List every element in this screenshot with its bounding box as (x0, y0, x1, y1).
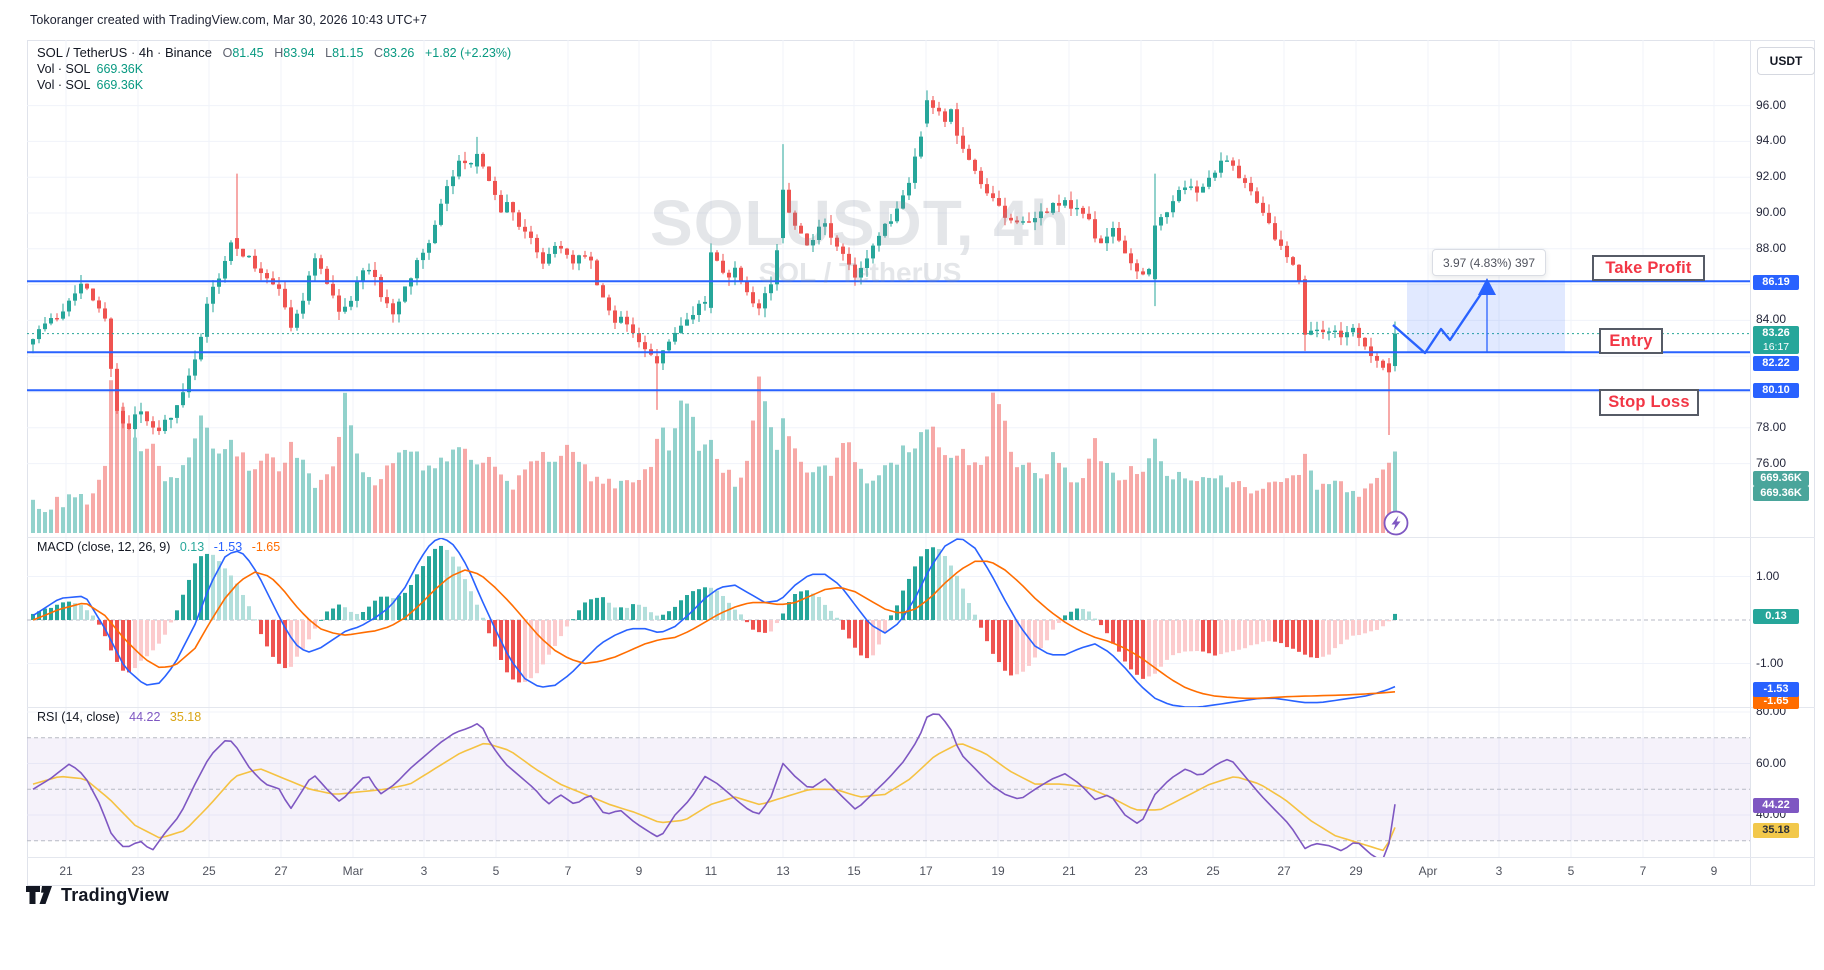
price-tick-label: 78.00 (1756, 420, 1787, 434)
rsi-title: RSI (14, close) (37, 710, 120, 724)
axis-badge: 86.19 (1753, 274, 1799, 290)
macd-pane (31, 537, 1397, 707)
rsi-pane (32, 713, 1396, 857)
axis-badge: -1.65 (1753, 693, 1799, 709)
time-tick-label: 27 (274, 864, 288, 878)
measurement-tooltip: 3.97 (4.83%) 397 (1432, 249, 1546, 276)
exchange-label: Binance (164, 45, 212, 60)
time-tick-label: 25 (1206, 864, 1220, 878)
open-key: O (222, 46, 233, 60)
legend-separator: · (130, 45, 136, 60)
macd-signal-value: -1.65 (251, 540, 281, 554)
axis-badge: 83.26 16:17 (1753, 326, 1799, 354)
high-key: H (274, 46, 284, 60)
price-tick-label: 96.00 (1756, 98, 1787, 112)
symbol-name: SOL / TetherUS (37, 45, 128, 60)
time-tick-label: 29 (1349, 864, 1363, 878)
volume-label: Vol · SOL (37, 78, 91, 92)
tradingview-logo-text: TradingView (61, 884, 169, 905)
time-tick-label: 7 (1639, 864, 1647, 878)
volume-value: 669.36K (96, 62, 144, 76)
currency-button[interactable]: USDT (1757, 47, 1815, 75)
price-tick-label: 90.00 (1756, 205, 1787, 219)
price-chart[interactable] (27, 40, 1750, 885)
axis-badge: 82.22 (1753, 355, 1799, 371)
volume-bars (31, 376, 1397, 533)
attribution-text: Tokoranger created with TradingView.com,… (30, 13, 428, 27)
axis-badge: 0.13 (1753, 608, 1799, 624)
axis-badge: 80.10 (1753, 382, 1799, 398)
grid (27, 40, 1750, 857)
interval-label[interactable]: 4h (138, 45, 154, 60)
entry-label[interactable]: Entry (1599, 328, 1663, 354)
macd-tick-label: -1.00 (1756, 656, 1784, 670)
macd-hist-value: 0.13 (179, 540, 205, 554)
macd-tick-label: 1.00 (1756, 569, 1780, 583)
time-tick-label: 3 (420, 864, 428, 878)
level-lines[interactable] (27, 280, 1750, 392)
macd-line-value: -1.53 (213, 540, 243, 554)
tradingview-logo-icon (26, 886, 52, 904)
price-tick-label: 94.00 (1756, 133, 1787, 147)
time-tick-label: 5 (492, 864, 500, 878)
time-tick-label: Apr (1418, 864, 1438, 878)
low-value: 81.15 (332, 46, 364, 60)
price-tick-label: 88.00 (1756, 241, 1787, 255)
axis-badge: 669.36K (1753, 470, 1809, 486)
time-tick-label: 9 (635, 864, 643, 878)
time-tick-label: 5 (1567, 864, 1575, 878)
macd-title: MACD (close, 12, 26, 9) (37, 540, 171, 554)
axis-separator (1750, 40, 1751, 885)
low-key: L (325, 46, 333, 60)
volume-value: 669.36K (96, 78, 144, 92)
time-tick-label: 17 (919, 864, 933, 878)
take-profit-label[interactable]: Take Profit (1592, 255, 1705, 281)
lightning-icon[interactable] (1383, 510, 1409, 536)
price-tick-label: 92.00 (1756, 169, 1787, 183)
legend-separator2: · (157, 45, 162, 60)
pane-divider-macd[interactable] (27, 537, 1815, 538)
rsi-tick-label: 60.00 (1756, 756, 1787, 770)
time-tick-label: 3 (1495, 864, 1503, 878)
high-value: 83.94 (283, 46, 315, 60)
time-tick-label: 19 (991, 864, 1005, 878)
axis-badge: -1.53 (1753, 681, 1799, 697)
macd-legend: MACD (close, 12, 26, 9) 0.13 -1.53 -1.65 (37, 540, 280, 554)
tradingview-logo[interactable]: TradingView (26, 884, 169, 906)
time-tick-label: 11 (704, 864, 718, 878)
time-tick-label: 7 (564, 864, 572, 878)
price-tick-label: 76.00 (1756, 456, 1787, 470)
volume-legend-1: Vol · SOL 669.36K (37, 62, 143, 76)
change-value: +1.82 (+2.23%) (424, 46, 512, 60)
forecast-projection[interactable] (1392, 278, 1565, 355)
time-tick-label: 21 (1062, 864, 1076, 878)
time-tick-label: 13 (776, 864, 790, 878)
open-value: 81.45 (232, 46, 264, 60)
price-tick-label: 84.00 (1756, 312, 1787, 326)
close-key: C (374, 46, 384, 60)
time-tick-label: 25 (202, 864, 216, 878)
time-tick-label: 23 (1134, 864, 1148, 878)
time-tick-label: Mar (342, 864, 364, 878)
time-tick-label: 15 (847, 864, 861, 878)
volume-legend-2: Vol · SOL 669.36K (37, 78, 143, 92)
time-tick-label: 9 (1710, 864, 1718, 878)
pane-divider-rsi[interactable] (27, 707, 1815, 708)
rsi-value: 44.22 (129, 710, 161, 724)
time-tick-label: 21 (59, 864, 73, 878)
rsi-ma-value: 35.18 (169, 710, 202, 724)
axis-badge: 669.36K (1753, 485, 1809, 501)
stop-loss-label[interactable]: Stop Loss (1599, 389, 1699, 416)
axis-badge: 35.18 (1753, 822, 1799, 838)
candles (31, 90, 1397, 438)
time-tick-label: 23 (131, 864, 145, 878)
volume-label: Vol · SOL (37, 62, 91, 76)
axis-badge: 44.22 (1753, 797, 1799, 813)
close-value: 83.26 (383, 46, 415, 60)
time-tick-label: 27 (1277, 864, 1291, 878)
rsi-legend: RSI (14, close) 44.22 35.18 (37, 710, 201, 724)
symbol-legend: SOL / TetherUS · 4h · Binance O81.45 H83… (37, 45, 511, 61)
pane-divider-timeaxis (27, 857, 1815, 858)
